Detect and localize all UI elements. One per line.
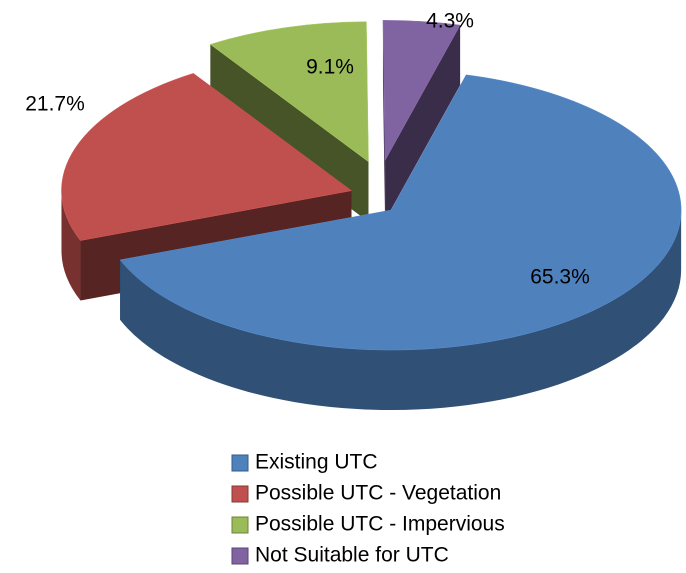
data-label: 4.3% [426, 10, 474, 33]
legend-label: Possible UTC - Vegetation [255, 482, 501, 505]
legend-swatch [231, 516, 249, 534]
legend-swatch [231, 454, 249, 472]
legend-label: Existing UTC [255, 451, 378, 474]
legend-swatch [231, 485, 249, 503]
slice-edge [120, 210, 682, 411]
data-label: 65.3% [530, 266, 590, 289]
slice-top [119, 74, 682, 351]
slice [119, 74, 682, 411]
data-label: 9.1% [306, 56, 354, 79]
slice-side [385, 25, 461, 221]
slice-top [209, 21, 369, 163]
slice-top [382, 20, 461, 162]
legend-label: Not Suitable for UTC [255, 544, 449, 567]
slice-top [61, 73, 353, 241]
slice [382, 20, 461, 221]
data-label: 21.7% [25, 93, 85, 116]
legend-swatch [231, 547, 249, 565]
slice-edge [61, 190, 81, 301]
legend-label: Possible UTC - Impervious [255, 513, 505, 536]
